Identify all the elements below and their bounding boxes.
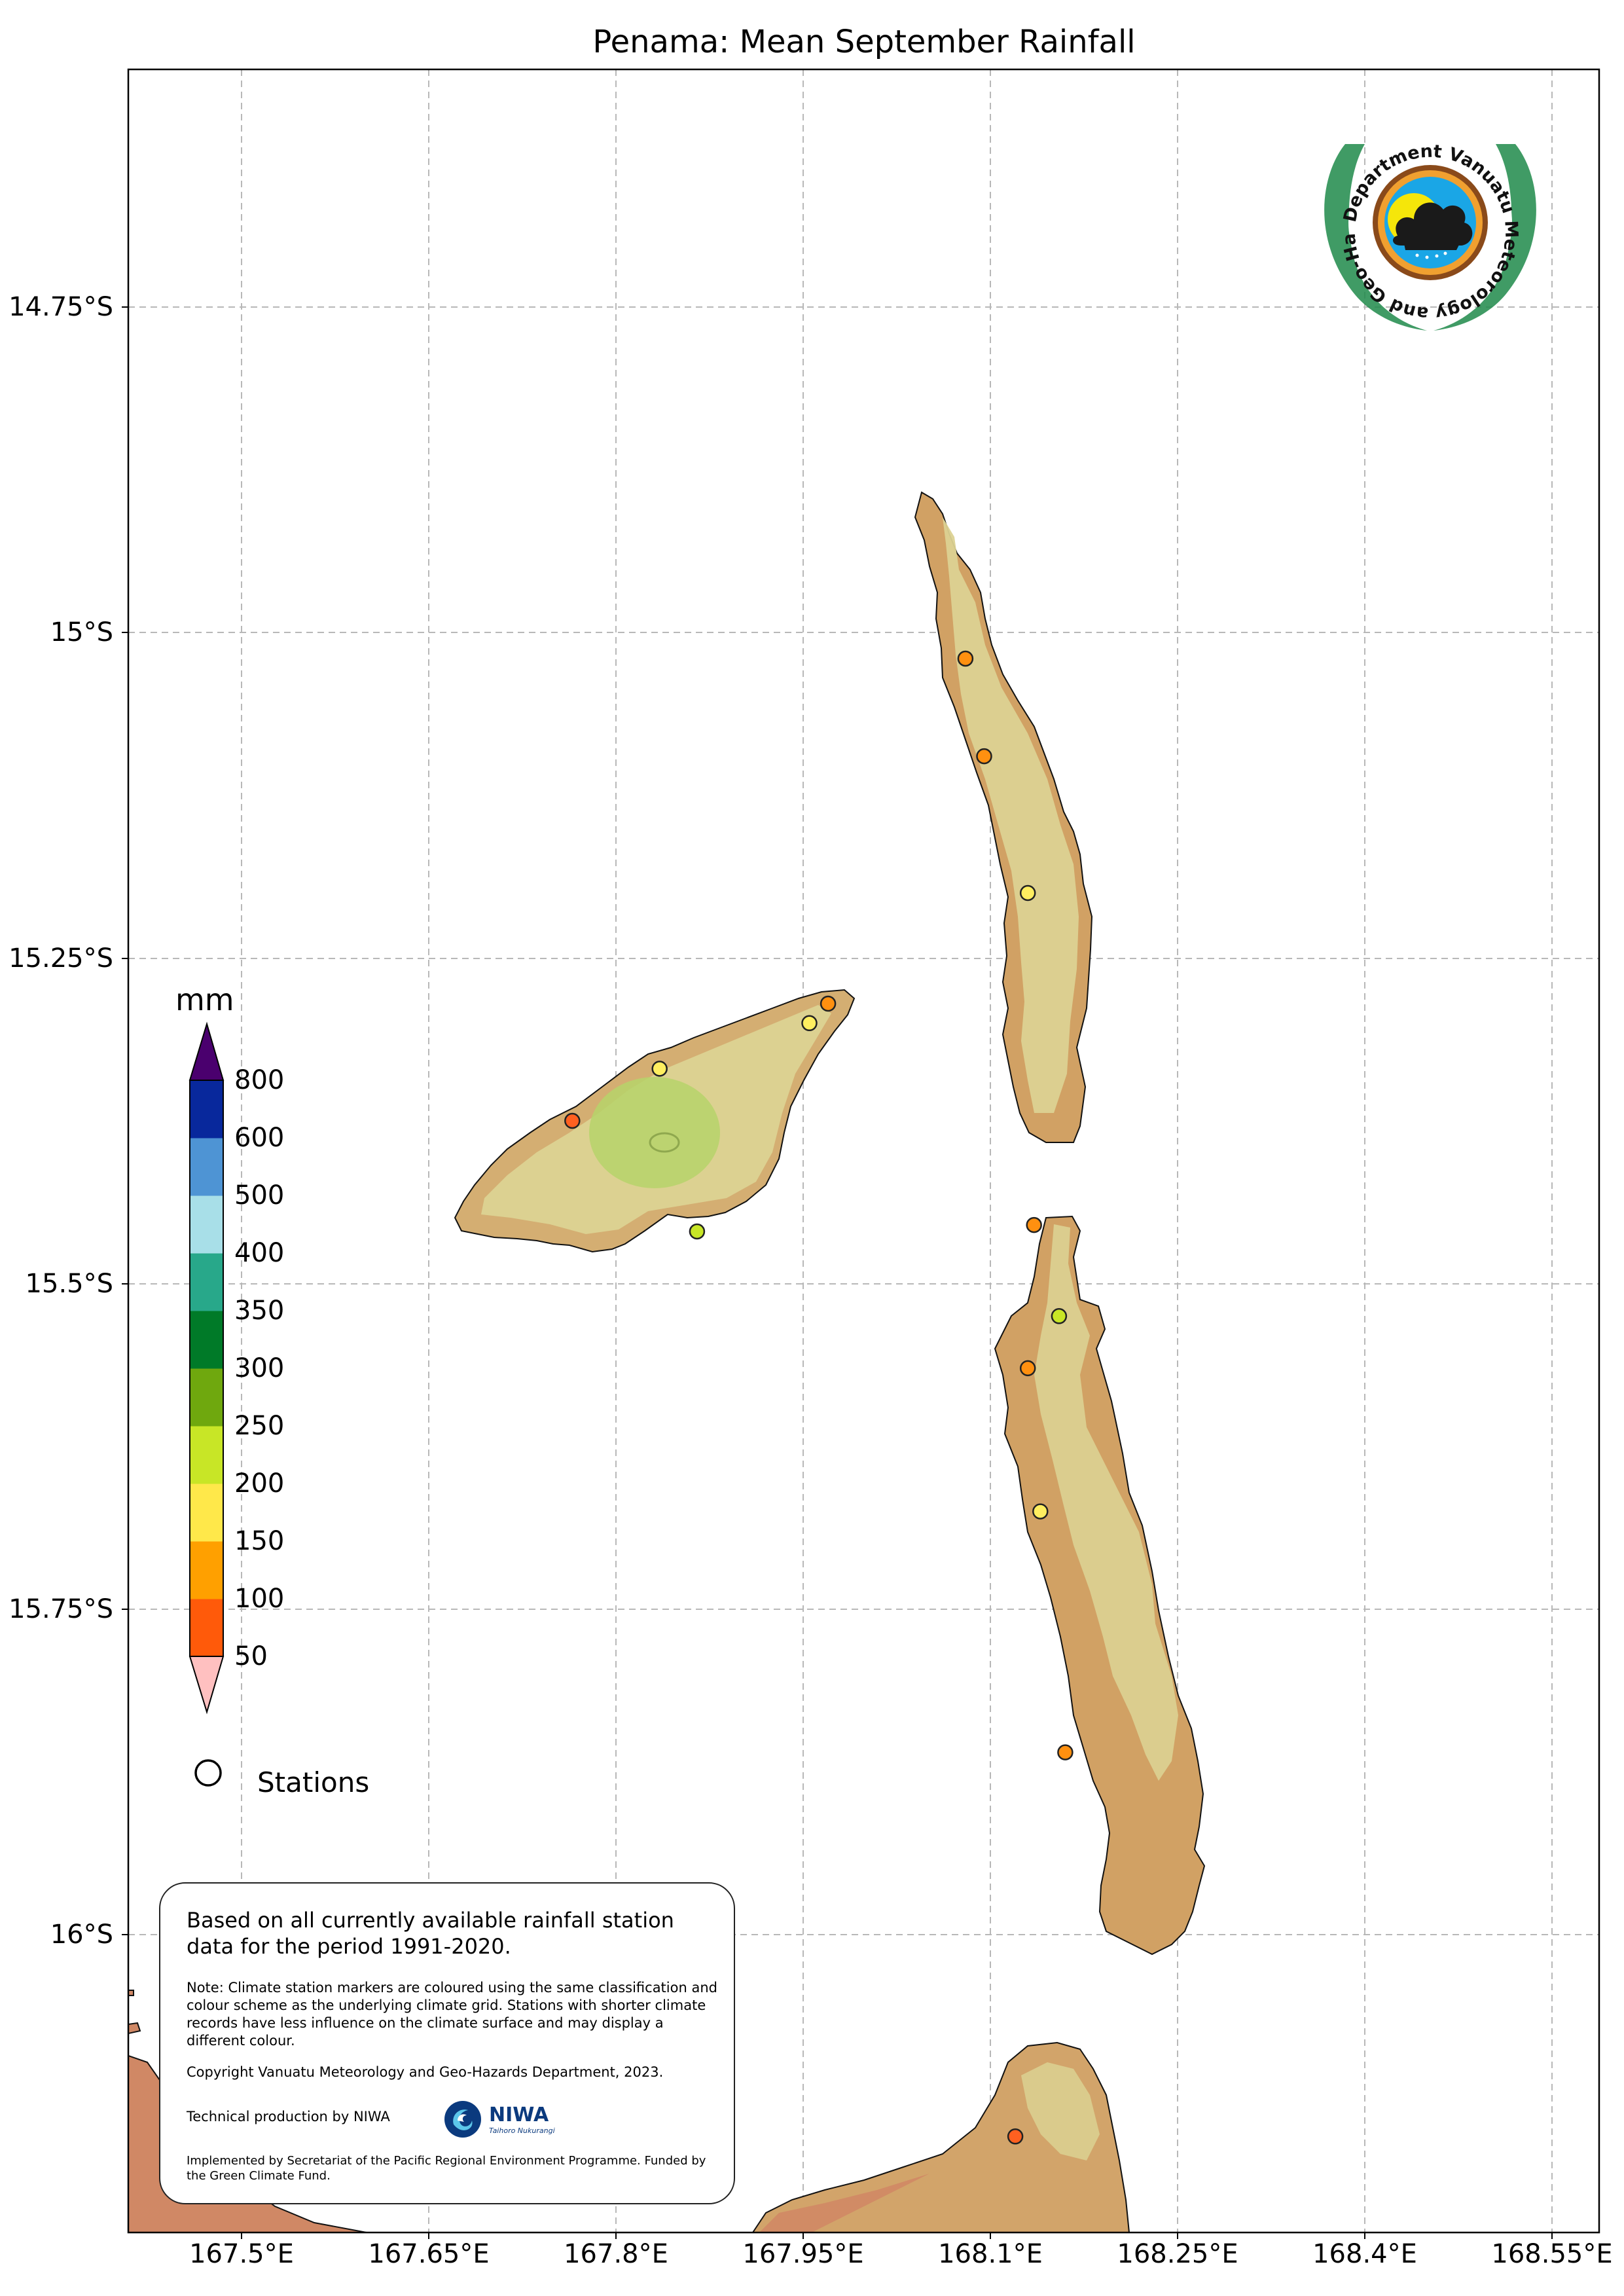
colorbar-band-250 xyxy=(190,1368,223,1427)
station-marker-10 xyxy=(1051,1308,1068,1324)
station-marker-13 xyxy=(1057,1744,1074,1760)
station-marker-2 xyxy=(976,748,992,765)
info-technical-text: Technical production by NIWA xyxy=(187,2109,390,2124)
island-pentecost-upland xyxy=(1034,1224,1178,1781)
info-note-text: Note: Climate station markers are colour… xyxy=(187,1980,717,2049)
colorbar-band-100 xyxy=(190,1541,223,1599)
colorbar-band-200 xyxy=(190,1426,223,1484)
colorbar-label-300: 300 xyxy=(234,1353,285,1383)
colorbar-band-350 xyxy=(190,1253,223,1311)
station-marker-6 xyxy=(651,1061,668,1077)
lon-label-167-8: 167.8°E xyxy=(564,2239,668,2269)
colorbar-band-600 xyxy=(190,1080,223,1139)
lon-label-167-5: 167.5°E xyxy=(189,2239,294,2269)
colorbar-label-600: 600 xyxy=(234,1123,285,1153)
colorbar-label-50: 50 xyxy=(234,1641,268,1671)
colorbar-label-500: 500 xyxy=(234,1180,285,1211)
colorbar-over-arrow xyxy=(189,1021,225,1081)
station-marker-12 xyxy=(1032,1503,1049,1520)
colorbar-band-400 xyxy=(190,1195,223,1254)
lat-label-16: 16°S xyxy=(50,1920,113,1950)
map-title: Penama: Mean September Rainfall xyxy=(592,24,1136,60)
lat-label-15: 15°S xyxy=(50,617,113,647)
colorbar-label-200: 200 xyxy=(234,1468,285,1499)
lat-label-15-5: 15.5°S xyxy=(25,1269,113,1299)
station-marker-14 xyxy=(1007,2128,1024,2145)
colorbar-band-50 xyxy=(190,1599,223,1657)
lon-label-168-55: 168.55°E xyxy=(1491,2239,1613,2269)
colorbar xyxy=(189,1021,225,1715)
niwa-swirl-icon xyxy=(444,2101,481,2138)
lon-label-168-4: 168.4°E xyxy=(1312,2239,1417,2269)
station-marker-4 xyxy=(820,995,837,1012)
vmgd-emblem-icon: Department Vanuatu Meteorology and Geo-H… xyxy=(1286,82,1536,331)
station-marker-3 xyxy=(1019,884,1036,902)
station-marker-8 xyxy=(689,1223,706,1240)
stations-legend-marker xyxy=(194,1759,222,1787)
island-south-lowland xyxy=(759,2174,929,2232)
ticks xyxy=(122,306,1553,2239)
info-main-text: Based on all currently available rainfal… xyxy=(187,1908,674,1959)
island-maewo-upland xyxy=(943,517,1079,1113)
colorbar-label-150: 150 xyxy=(234,1526,285,1556)
niwa-logo: NIWA Taihoro Nukurangi xyxy=(442,2096,555,2142)
station-marker-9 xyxy=(1026,1216,1042,1233)
info-copyright-text: Copyright Vanuatu Meteorology and Geo-Ha… xyxy=(187,2064,664,2080)
niwa-wordmark: NIWA xyxy=(489,2104,549,2126)
map-frame xyxy=(127,68,1600,2234)
colorbar-band-150 xyxy=(190,1484,223,1542)
info-implemented-text: Implemented by Secretariat of the Pacifi… xyxy=(187,2154,706,2183)
ambae-rain-high xyxy=(589,1077,720,1188)
island-southwest-islet xyxy=(128,2022,141,2035)
colorbar-band-300 xyxy=(190,1311,223,1369)
gridlines xyxy=(128,69,1599,2232)
lon-label-168-1: 168.1°E xyxy=(938,2239,1043,2269)
legend-unit: mm xyxy=(175,982,234,1017)
laurel-wreath-icon xyxy=(1324,144,1536,331)
niwa-subtitle: Taihoro Nukurangi xyxy=(489,2126,555,2135)
island-southwest-islet2 xyxy=(128,1990,134,1996)
vmgd-logo: Department Vanuatu Meteorology and Geo-H… xyxy=(1286,82,1568,347)
lon-label-167-95: 167.95°E xyxy=(742,2239,864,2269)
lat-label-15-75: 15.75°S xyxy=(9,1594,113,1624)
colorbar-band-500 xyxy=(190,1138,223,1196)
ambae-crater xyxy=(649,1132,680,1153)
lon-label-167-65: 167.65°E xyxy=(368,2239,490,2269)
info-box: Based on all currently available rainfal… xyxy=(159,1882,735,2204)
station-marker-7 xyxy=(564,1112,581,1129)
lat-label-15-25: 15.25°S xyxy=(9,943,113,974)
colorbar-label-800: 800 xyxy=(234,1065,285,1095)
island-south-upland xyxy=(1021,2062,1100,2160)
station-marker-1 xyxy=(957,650,974,667)
colorbar-label-100: 100 xyxy=(234,1584,285,1614)
colorbar-under-arrow xyxy=(189,1656,225,1715)
station-marker-11 xyxy=(1019,1360,1036,1377)
colorbar-label-400: 400 xyxy=(234,1238,285,1268)
stations xyxy=(564,650,1074,2145)
lat-label-14-75: 14.75°S xyxy=(9,292,113,322)
stations-legend-label: Stations xyxy=(257,1766,370,1798)
colorbar-label-350: 350 xyxy=(234,1296,285,1326)
lon-label-168-25: 168.25°E xyxy=(1117,2239,1238,2269)
station-marker-5 xyxy=(801,1015,818,1032)
title-wrap: Penama: Mean September Rainfall xyxy=(0,0,1624,72)
colorbar-label-250: 250 xyxy=(234,1411,285,1441)
